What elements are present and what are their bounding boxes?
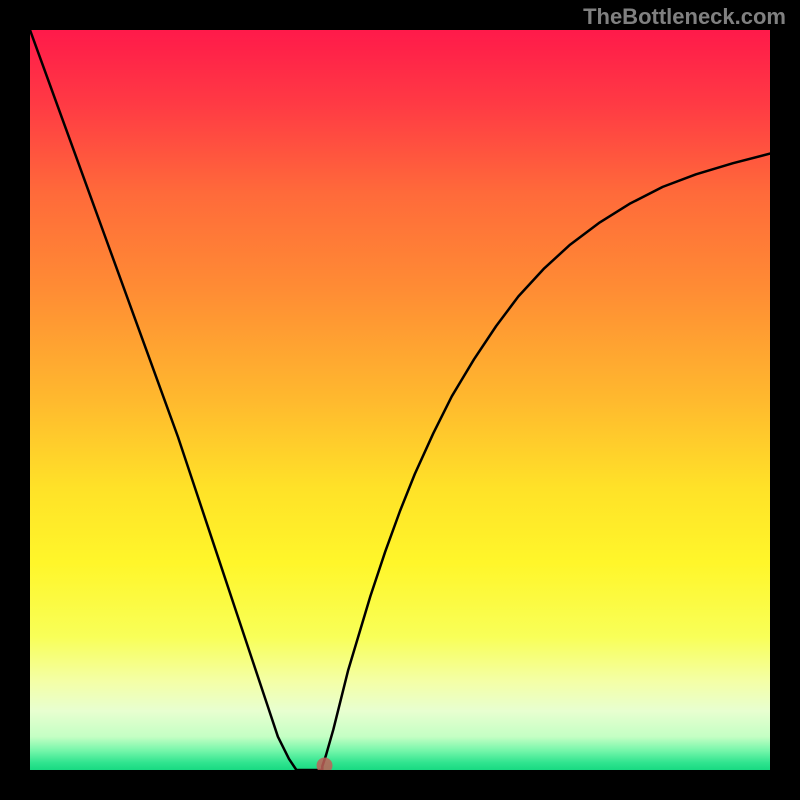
optimum-marker — [317, 758, 333, 770]
bottleneck-curve — [30, 30, 770, 770]
plot-area — [30, 30, 770, 770]
watermark-text: TheBottleneck.com — [583, 4, 786, 30]
curve-layer — [30, 30, 770, 770]
